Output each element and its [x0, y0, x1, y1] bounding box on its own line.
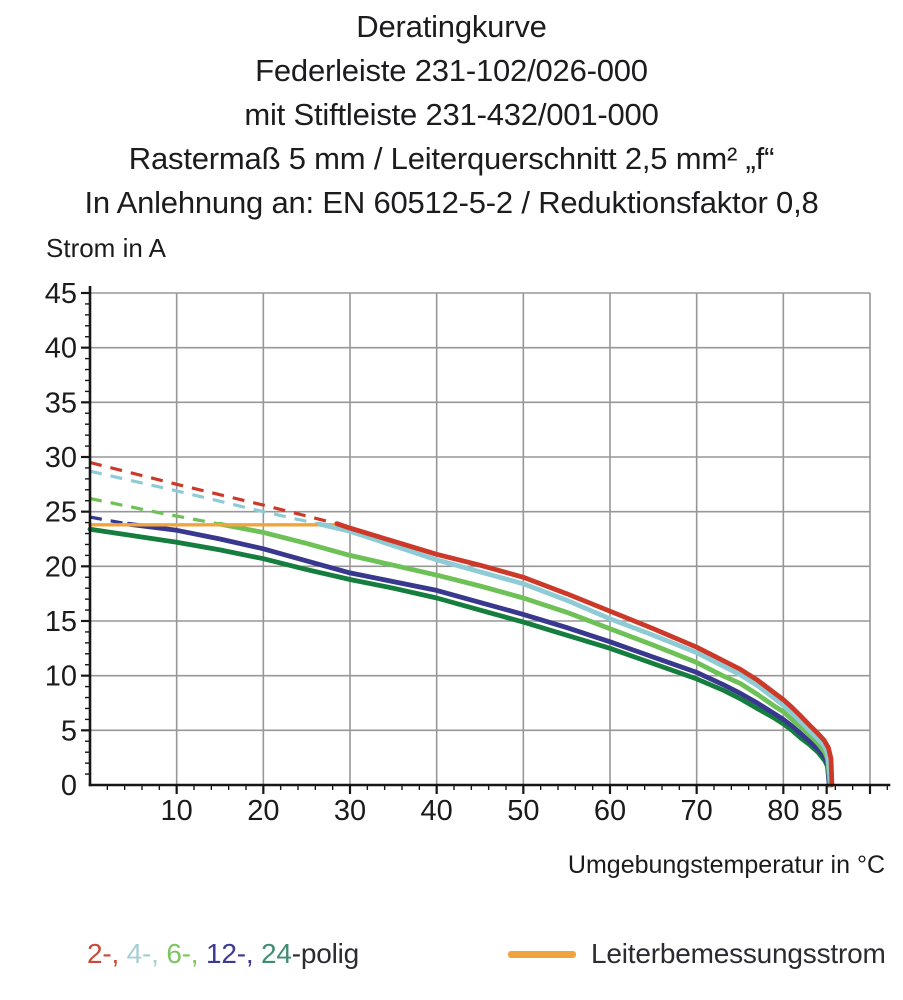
- poles-legend: 2-, 4-, 6-, 12-, 24-polig: [87, 938, 359, 970]
- x-tick-label: 70: [681, 795, 713, 827]
- x-axis-title: Umgebungstemperatur in °C: [567, 851, 885, 879]
- y-axis-title: Strom in A: [46, 233, 166, 263]
- poles-legend-part: 6-,: [158, 938, 199, 969]
- y-tick-label: 10: [45, 661, 77, 693]
- curve-12-polig: [126, 521, 832, 788]
- y-tick-label: 15: [45, 606, 77, 638]
- dashed-limit-12-polig: [89, 515, 130, 526]
- rated-current-legend-label: Leiterbemessungsstrom: [591, 938, 886, 969]
- title-line-5: In Anlehnung an: EN 60512-5-2 / Reduktio…: [84, 185, 819, 220]
- title-line-3: mit Stiftleiste 231-432/001-000: [244, 97, 659, 132]
- y-tick-label: 45: [45, 278, 77, 310]
- dashed-limit-2-polig: [89, 460, 338, 526]
- y-tick-label: 5: [61, 715, 77, 747]
- poles-legend-part: 4-,: [119, 938, 159, 969]
- x-tick-label: 20: [247, 795, 279, 827]
- title-line-2: Federleiste 231-102/026-000: [255, 53, 648, 88]
- poles-legend-part: -polig: [291, 938, 360, 969]
- poles-legend-part: 2-,: [87, 938, 120, 969]
- dashed-limit-6-polig: [89, 496, 221, 526]
- x-tick-label: 80: [767, 795, 799, 827]
- x-tick-label: 85: [811, 795, 843, 827]
- rated-current-line-swatch: [508, 950, 576, 958]
- rated-current-legend: Leiterbemessungsstrom: [508, 938, 886, 970]
- x-tick-label: 10: [161, 795, 193, 827]
- x-tick-label: 30: [334, 795, 366, 827]
- title-block: Deratingkurve Federleiste 231-102/026-00…: [0, 5, 903, 225]
- title-line-1: Deratingkurve: [356, 9, 547, 44]
- title-line-4: Rastermaß 5 mm / Leiterquerschnitt 2,5 m…: [128, 141, 775, 176]
- poles-legend-part: 12-,: [198, 938, 254, 969]
- x-tick-label: 50: [507, 795, 539, 827]
- curve-2-polig: [334, 521, 835, 788]
- curve-4-polig: [317, 521, 834, 788]
- curve-24-polig: [87, 526, 832, 788]
- y-tick-label: 40: [45, 333, 77, 365]
- y-tick-label: 0: [61, 770, 77, 802]
- poles-legend-part: 24: [253, 938, 292, 969]
- y-tick-label: 30: [45, 442, 77, 474]
- y-tick-label: 20: [45, 551, 77, 583]
- dashed-limit-4-polig: [89, 469, 321, 526]
- y-tick-label: 25: [45, 497, 77, 529]
- y-tick-label: 35: [45, 387, 77, 419]
- x-tick-label: 40: [421, 795, 453, 827]
- curve-6-polig: [217, 521, 833, 788]
- x-tick-label: 60: [594, 795, 626, 827]
